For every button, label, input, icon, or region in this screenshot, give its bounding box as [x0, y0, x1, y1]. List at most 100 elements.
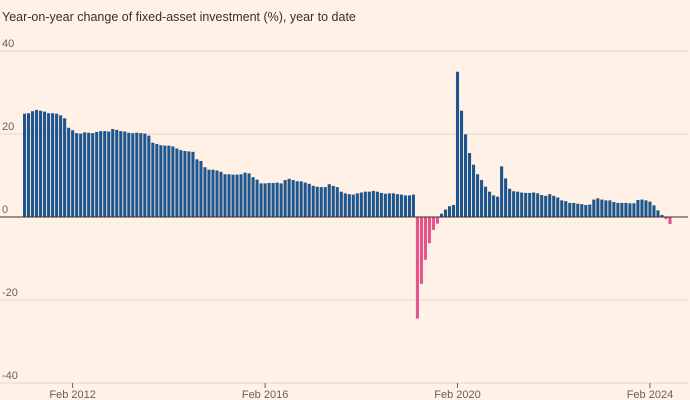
bar — [383, 193, 387, 217]
bar — [411, 194, 415, 217]
bar — [103, 131, 107, 217]
bar — [419, 217, 423, 284]
bar — [459, 110, 464, 217]
bar — [584, 204, 588, 217]
bar — [612, 202, 616, 217]
bar — [335, 187, 339, 217]
bar — [564, 201, 568, 217]
bar — [644, 200, 648, 217]
bar — [99, 131, 103, 217]
bar — [624, 202, 628, 217]
bar — [588, 204, 592, 217]
bar — [472, 164, 476, 217]
bar — [532, 192, 536, 217]
bar — [251, 177, 255, 217]
bar — [71, 130, 75, 217]
bar — [87, 132, 91, 217]
bar — [443, 209, 448, 217]
bar — [395, 194, 399, 217]
bar — [524, 192, 528, 217]
bar — [327, 184, 331, 217]
bar — [668, 217, 672, 225]
bar — [572, 202, 576, 217]
bar — [648, 201, 652, 217]
bar — [299, 181, 303, 217]
bar — [147, 135, 151, 217]
bar — [231, 174, 235, 217]
bar — [375, 191, 379, 217]
x-axis: Feb 2012 Feb 2016 Feb 2020 Feb 2024 — [49, 383, 673, 400]
bar — [35, 109, 39, 217]
bar — [287, 178, 291, 217]
bar — [323, 187, 327, 217]
bar — [123, 131, 127, 217]
bar — [540, 195, 544, 217]
bar — [187, 151, 191, 217]
bar — [500, 166, 504, 217]
bar — [79, 133, 83, 217]
bar — [568, 202, 572, 217]
bar — [427, 217, 432, 244]
bar — [219, 171, 223, 217]
bar — [31, 111, 35, 217]
x-tick-label: Feb 2016 — [242, 389, 288, 400]
bar — [127, 132, 131, 217]
bar — [167, 145, 171, 217]
bar — [275, 182, 279, 217]
bars-layer — [23, 71, 672, 319]
bar — [175, 148, 179, 217]
bar — [496, 196, 500, 217]
bar — [656, 210, 660, 217]
bar — [363, 191, 367, 217]
bar — [83, 132, 87, 217]
bar — [315, 186, 319, 217]
bar — [195, 159, 199, 217]
bar — [592, 199, 596, 217]
bar — [259, 183, 263, 217]
bar — [307, 183, 311, 217]
grid-layer: -40 -20 0 20 40 — [0, 38, 688, 384]
bar — [131, 133, 135, 217]
bar — [75, 133, 79, 217]
bar — [632, 203, 636, 217]
bar — [51, 113, 55, 217]
bar — [255, 179, 259, 217]
bar — [151, 142, 155, 217]
bar — [55, 113, 59, 217]
bar — [171, 146, 175, 217]
bar — [463, 134, 468, 217]
bar — [596, 198, 600, 217]
bar — [119, 131, 123, 217]
bar — [552, 195, 556, 217]
bar — [600, 199, 604, 217]
bar — [23, 113, 27, 217]
bar — [371, 190, 375, 217]
bar — [512, 191, 516, 217]
bar — [135, 132, 139, 217]
bar — [207, 169, 211, 217]
bar — [107, 131, 111, 217]
bar — [536, 193, 540, 217]
bar — [91, 133, 95, 217]
bar — [311, 185, 315, 218]
bar — [628, 203, 632, 217]
bar — [239, 174, 243, 217]
bar — [415, 217, 419, 319]
bar — [355, 193, 359, 217]
x-tick-label: Feb 2024 — [627, 389, 673, 400]
bar — [660, 214, 664, 217]
bar — [664, 217, 668, 220]
bar — [407, 195, 411, 217]
bar — [640, 199, 644, 217]
bar — [399, 194, 403, 217]
bar — [47, 113, 51, 217]
chart-title: Year-on-year change of fixed-asset inves… — [2, 10, 356, 24]
bar — [343, 193, 347, 217]
bar — [235, 174, 239, 217]
bar — [451, 204, 456, 217]
bar — [39, 110, 43, 217]
bar — [504, 178, 508, 217]
bar — [391, 193, 395, 217]
bar — [560, 200, 564, 217]
